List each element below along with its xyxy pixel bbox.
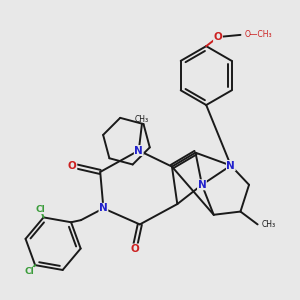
- Text: Cl: Cl: [25, 267, 34, 276]
- Text: O: O: [68, 160, 77, 170]
- Text: N: N: [99, 203, 108, 213]
- Text: O: O: [214, 32, 222, 42]
- Text: N: N: [226, 160, 235, 170]
- Text: Cl: Cl: [36, 205, 45, 214]
- Text: CH₃: CH₃: [135, 115, 149, 124]
- Text: N: N: [134, 146, 143, 155]
- Text: CH₃: CH₃: [262, 220, 276, 229]
- Text: O—CH₃: O—CH₃: [245, 30, 272, 39]
- Text: O: O: [130, 244, 139, 254]
- Text: N: N: [198, 180, 206, 190]
